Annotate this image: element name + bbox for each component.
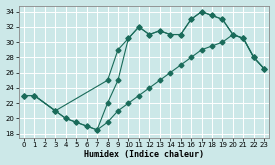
X-axis label: Humidex (Indice chaleur): Humidex (Indice chaleur) — [84, 150, 204, 159]
